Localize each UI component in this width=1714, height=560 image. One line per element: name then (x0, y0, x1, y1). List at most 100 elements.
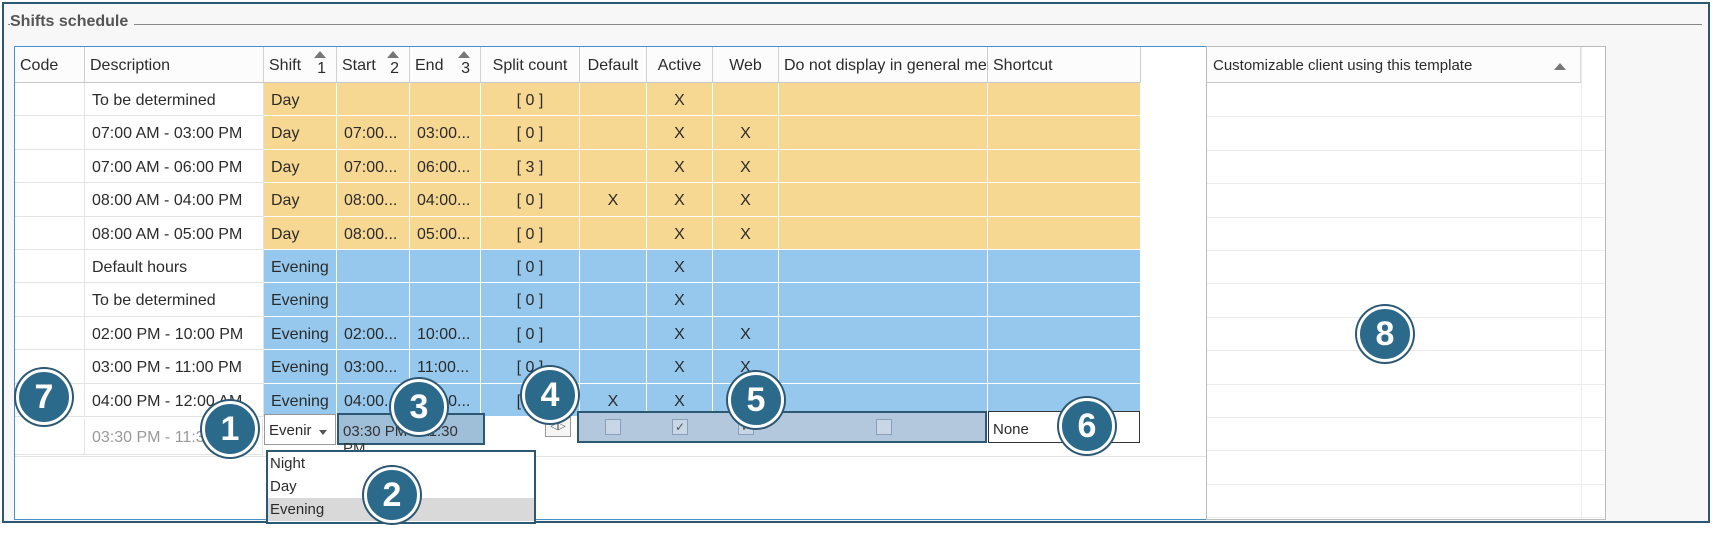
column-header[interactable]: Description (85, 47, 264, 83)
table-cell-description[interactable]: 08:00 AM - 05:00 PM (85, 216, 264, 250)
sort-ascending-icon[interactable] (1554, 63, 1566, 70)
table-cell-shift[interactable]: Day (264, 116, 337, 150)
table-cell-web[interactable] (713, 83, 779, 117)
table-cell-shortcut[interactable] (988, 83, 1141, 117)
table-cell-shortcut[interactable] (988, 149, 1141, 184)
table-cell-start[interactable] (337, 83, 410, 117)
table-cell-default[interactable] (580, 350, 647, 384)
table-cell-web[interactable]: X (713, 183, 779, 217)
table-cell-code[interactable] (15, 149, 85, 184)
table-cell-start[interactable]: 03:00... (337, 350, 410, 384)
table-cell-shortcut[interactable] (988, 250, 1141, 284)
table-cell-code[interactable] (15, 83, 85, 117)
table-cell-shortcut[interactable] (988, 350, 1141, 384)
table-cell-start[interactable]: 07:00... (337, 149, 410, 184)
table-cell-split[interactable]: [ 0 ] (481, 250, 580, 284)
table-cell-default[interactable] (580, 283, 647, 317)
no-menu-checkbox[interactable] (876, 419, 892, 435)
table-cell-shortcut[interactable] (988, 183, 1141, 217)
table-cell-split[interactable]: [ 0 ] (481, 116, 580, 150)
table-cell-default[interactable]: X (580, 183, 647, 217)
table-cell-split[interactable]: [ 0 ] (481, 283, 580, 317)
table-cell-active[interactable]: X (647, 183, 713, 217)
shifts-grid[interactable]: Code Description Shift 1 Start 2 End 3 Split cou… (14, 46, 1276, 520)
table-cell-default[interactable] (580, 316, 647, 351)
column-header[interactable]: Code (15, 47, 85, 83)
column-header[interactable]: Default (580, 47, 647, 83)
table-cell-split[interactable]: [ 0 ] (481, 83, 580, 117)
table-cell-web[interactable] (713, 250, 779, 284)
table-cell-no-menu[interactable] (779, 283, 988, 317)
table-cell-end[interactable]: 06:00... (410, 149, 481, 184)
table-cell-default[interactable] (580, 116, 647, 150)
table-cell-active[interactable]: X (647, 250, 713, 284)
table-cell-web[interactable] (713, 283, 779, 317)
chevron-down-icon[interactable] (319, 430, 327, 435)
table-cell-active[interactable]: X (647, 116, 713, 150)
table-cell-split[interactable]: [ 0 ] (481, 216, 580, 250)
table-cell-no-menu[interactable] (779, 83, 988, 117)
table-cell-active[interactable]: X (647, 149, 713, 184)
table-cell-web[interactable]: X (713, 149, 779, 184)
column-header[interactable]: Do not display in general menu (779, 47, 1005, 83)
client-templates-grid[interactable]: Customizable client using this template (1206, 46, 1606, 520)
table-cell-default[interactable] (580, 83, 647, 117)
table-cell-active[interactable]: X (647, 350, 713, 384)
column-header[interactable]: Split count (481, 47, 580, 83)
table-cell-description[interactable]: To be determined (85, 283, 264, 317)
table-cell-web[interactable]: X (713, 316, 779, 351)
table-cell-code[interactable] (15, 316, 85, 351)
table-cell-shortcut[interactable] (988, 116, 1141, 150)
table-cell-end[interactable]: 05:00... (410, 216, 481, 250)
dropdown-option[interactable]: Night (270, 455, 306, 472)
table-cell-end[interactable]: 10:00... (410, 316, 481, 351)
table-cell-no-menu[interactable] (779, 316, 988, 351)
table-cell-shift[interactable]: Evening (264, 316, 337, 351)
table-cell-shift[interactable]: Evening (264, 350, 337, 384)
table-cell-shift[interactable]: Day (264, 216, 337, 250)
table-cell-no-menu[interactable] (779, 250, 988, 284)
table-cell-description[interactable]: 07:00 AM - 03:00 PM (85, 116, 264, 150)
table-cell-active[interactable]: X (647, 283, 713, 317)
table-cell-end[interactable] (410, 283, 481, 317)
column-header[interactable]: Web (713, 47, 779, 83)
column-header[interactable]: Shortcut (988, 47, 1141, 83)
table-cell-active[interactable]: X (647, 216, 713, 250)
table-cell-active[interactable]: X (647, 83, 713, 117)
table-cell-code[interactable] (15, 283, 85, 317)
dropdown-option[interactable]: Day (270, 478, 297, 495)
active-checkbox[interactable]: ✓ (672, 419, 688, 435)
table-cell-shift[interactable]: Evening (264, 283, 337, 317)
table-cell-start[interactable]: 07:00... (337, 116, 410, 150)
table-cell-description[interactable]: 07:00 AM - 06:00 PM (85, 149, 264, 184)
table-cell-start[interactable]: 02:00... (337, 316, 410, 351)
sort-ascending-icon[interactable] (314, 51, 326, 58)
table-cell-start[interactable] (337, 250, 410, 284)
table-cell-split[interactable]: [ 0 ] (481, 316, 580, 351)
table-cell-start[interactable]: 08:00... (337, 183, 410, 217)
table-cell-split[interactable]: [ 3 ] (481, 149, 580, 184)
sort-ascending-icon[interactable] (387, 51, 399, 58)
table-cell-shortcut[interactable] (988, 316, 1141, 351)
column-header[interactable]: Active (647, 47, 713, 83)
table-cell-web[interactable]: X (713, 216, 779, 250)
table-cell-end[interactable]: 11:00... (410, 350, 481, 384)
table-cell-default[interactable] (580, 250, 647, 284)
table-cell-shift[interactable]: Day (264, 83, 337, 117)
table-cell-description[interactable]: 02:00 PM - 10:00 PM (85, 316, 264, 351)
table-cell-code[interactable] (15, 116, 85, 150)
table-cell-start[interactable] (337, 283, 410, 317)
table-cell-code[interactable] (15, 250, 85, 284)
new-row-start[interactable]: 03:30 PM (343, 423, 408, 440)
table-cell-default[interactable] (580, 216, 647, 250)
shift-select[interactable]: Evenir (264, 414, 336, 445)
table-cell-shortcut[interactable] (988, 216, 1141, 250)
table-cell-end[interactable]: 03:00... (410, 116, 481, 150)
table-cell-end[interactable] (410, 83, 481, 117)
table-cell-code[interactable] (15, 183, 85, 217)
table-cell-shift[interactable]: Evening (264, 383, 337, 417)
table-cell-no-menu[interactable] (779, 350, 988, 384)
new-row-code[interactable] (15, 419, 85, 455)
table-cell-no-menu[interactable] (779, 216, 988, 250)
table-cell-description[interactable]: 03:00 PM - 11:00 PM (85, 350, 264, 384)
